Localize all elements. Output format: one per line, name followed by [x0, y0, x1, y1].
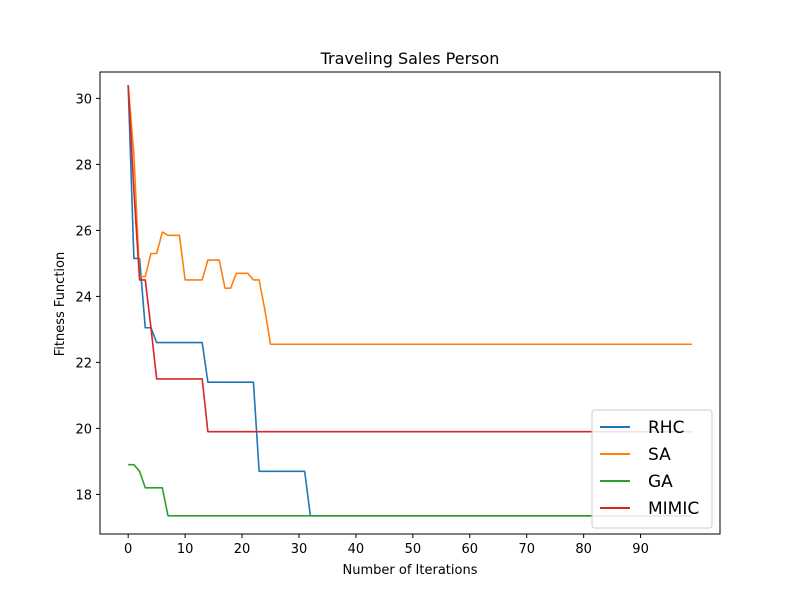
x-tick-label: 30: [291, 542, 308, 557]
x-tick-label: 0: [124, 542, 132, 557]
legend-label-mimic: MIMIC: [648, 499, 699, 519]
x-tick-label: 20: [234, 542, 251, 557]
x-axis: 0 10 20 30 40 50 60 70 80 90: [124, 534, 649, 557]
y-axis: 18 20 22 24 26 28 30: [75, 92, 100, 503]
y-tick-label: 18: [75, 488, 92, 503]
series-line-sa: [127, 85, 692, 346]
plot-frame: [99, 71, 721, 535]
legend-label-sa: SA: [648, 445, 671, 465]
plot-area: [127, 85, 692, 517]
x-tick-label: 40: [348, 542, 365, 557]
legend-label-rhc: RHC: [648, 418, 684, 438]
y-axis-label: Fitness Function: [53, 252, 68, 356]
y-tick-label: 26: [75, 224, 92, 239]
x-tick-label: 70: [518, 542, 535, 557]
y-tick-label: 24: [75, 290, 92, 305]
y-tick-label: 28: [75, 158, 92, 173]
x-tick-label: 60: [462, 542, 479, 557]
x-axis-label: Number of Iterations: [343, 563, 478, 578]
x-tick-label: 90: [632, 542, 649, 557]
series-line-rhc: [127, 85, 692, 517]
chart-title: Traveling Sales Person: [320, 49, 500, 68]
y-tick-label: 20: [75, 422, 92, 437]
series-line-mimic: [127, 85, 692, 433]
x-tick-label: 50: [405, 542, 422, 557]
legend: RHC SA GA MIMIC: [591, 409, 713, 529]
legend-box: [591, 409, 713, 529]
legend-label-ga: GA: [648, 472, 673, 492]
x-tick-label: 80: [575, 542, 592, 557]
y-tick-label: 30: [75, 92, 92, 107]
series-line-ga: [128, 463, 692, 517]
x-tick-label: 10: [177, 542, 194, 557]
y-tick-label: 22: [75, 356, 92, 371]
